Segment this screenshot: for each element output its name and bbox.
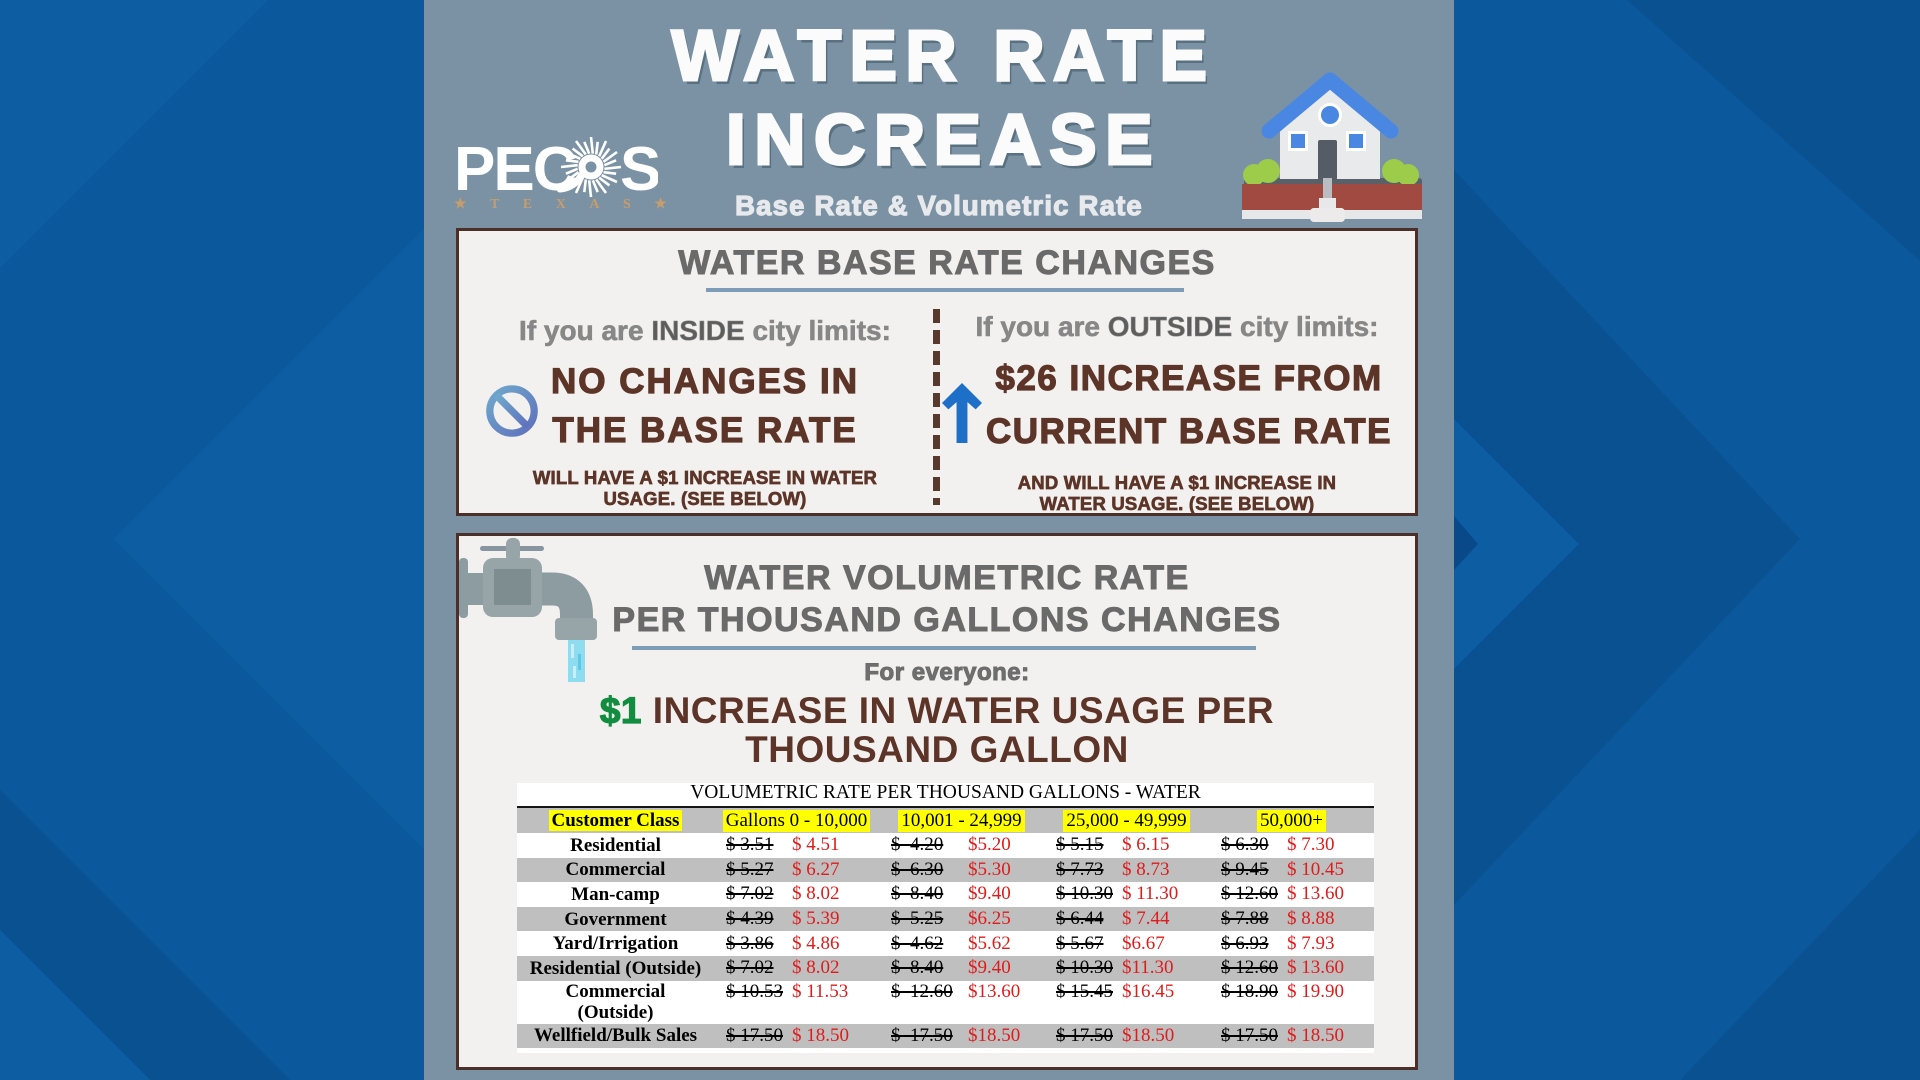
svg-text:PEC: PEC <box>454 135 577 204</box>
svg-text:S: S <box>620 135 658 204</box>
